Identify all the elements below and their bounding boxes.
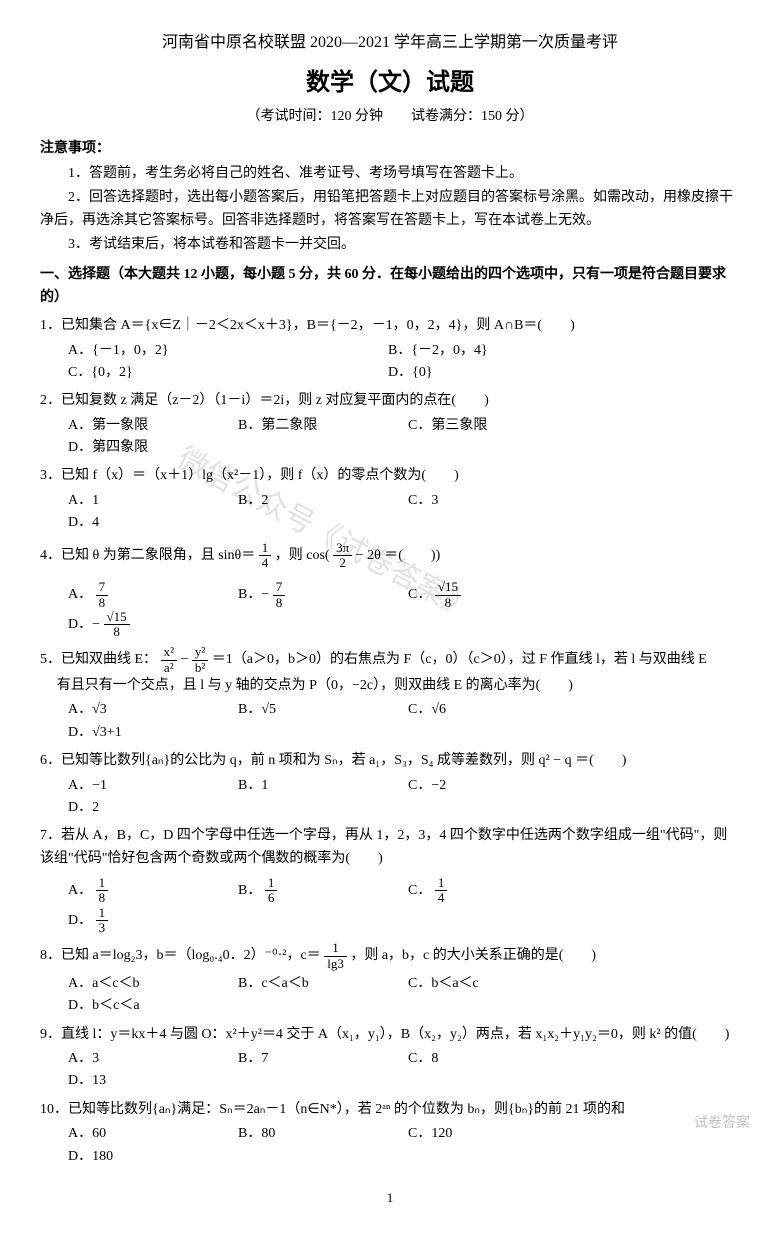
q1-stem: 1．已知集合 A＝{x∈Z｜－2＜2x＜x＋3}，B＝{－2，－1，0，2，4}… [40,315,740,337]
q2-opt-c: C．第三象限 [408,415,558,437]
question-7: 7．若从 A，B，C，D 四个字母中任选一个字母，再从 1，2，3，4 四个数字… [40,825,740,935]
q3-opt-b: B．2 [238,490,388,512]
q4-sin-frac: 14 [259,541,272,571]
q5-opt-c: C．√6 [408,699,558,721]
header-line1: 河南省中原名校联盟 2020—2021 学年高三上学期第一次质量考评 [40,30,740,56]
question-5: 5．已知双曲线 E： x²a² − y²b² ＝1（a＞0，b＞0）的右焦点为 … [40,645,740,744]
q9-opt-c: C．8 [408,1048,558,1070]
header-info: （考试时间：120 分钟 试卷满分：150 分） [40,106,740,128]
question-10: 10．已知等比数列{aₙ}满足：Sₙ＝2aₙ－1（n∈N*），若 2ᵃⁿ 的个位… [40,1099,740,1168]
notice-item: 1．答题前，考生务必将自己的姓名、准考证号、考场号填写在答题卡上。 [40,163,740,185]
q3-opt-c: C．3 [408,490,558,512]
q4-stem: 4．已知 θ 为第二象限角，且 sinθ＝ 14 ，则 cos( 3π2 − 2… [40,541,740,571]
q4-stem-mid2: − 2θ ＝( ) [356,548,436,563]
q1-opt-a: A．{－1，0，2} [68,340,368,362]
question-1: 1．已知集合 A＝{x∈Z｜－2＜2x＜x＋3}，B＝{－2，－1，0，2，4}… [40,315,740,384]
q7-stem: 7．若从 A，B，C，D 四个字母中任选一个字母，再从 1，2，3，4 四个数字… [40,825,740,870]
q4-stem-pre: 4．已知 θ 为第二象限角，且 sinθ＝ [40,548,255,563]
q7-opt-b: B． 16 [238,876,388,906]
q2-stem: 2．已知复数 z 满足（z－2）（1－i）＝2i，则 z 对应复平面内的点在( … [40,390,740,412]
q6-opt-a: A．−1 [68,775,218,797]
q10-opt-c: C．120 [408,1123,558,1145]
q4-opt-c: C． √158 [408,580,558,610]
q4-opt-a: A． 78 [68,580,218,610]
q2-opt-d: D．第四象限 [68,437,218,459]
notice-item: 2．回答选择题时，选出每小题答案后，用铅笔把答题卡上对应题目的答案标号涂黑。如需… [40,187,740,232]
q6-opt-b: B．1 [238,775,388,797]
q5-opt-d: D．√3+1 [68,722,218,744]
page-number: 1 [40,1188,740,1209]
section-heading: 一、选择题（本大题共 12 小题，每小题 5 分，共 60 分．在每小题给出的四… [40,264,740,309]
q4-stem-mid: ，则 cos [275,548,325,563]
q4-opt-d: D．− √158 [68,610,218,640]
q2-opt-b: B．第二象限 [238,415,388,437]
q10-opt-b: B．80 [238,1123,388,1145]
q5-opt-b: B．√5 [238,699,388,721]
q8-opt-a: A．a＜c＜b [68,973,218,995]
q8-opt-c: C．b＜a＜c [408,973,558,995]
q4-arg-frac: 3π2 [333,541,352,571]
q6-opt-c: C．−2 [408,775,558,797]
question-2: 2．已知复数 z 满足（z－2）（1－i）＝2i，则 z 对应复平面内的点在( … [40,390,740,459]
q6-opt-d: D．2 [68,797,218,819]
q1-opt-d: D．{0} [388,362,688,384]
q5-stem2: 有且只有一个交点，且 l 与 y 轴的交点为 P（0，−2c），则双曲线 E 的… [57,675,740,697]
q7-opt-a: A． 18 [68,876,218,906]
q10-opt-a: A．60 [68,1123,218,1145]
q10-stem: 10．已知等比数列{aₙ}满足：Sₙ＝2aₙ－1（n∈N*），若 2ᵃⁿ 的个位… [40,1099,740,1121]
question-4: 4．已知 θ 为第二象限角，且 sinθ＝ 14 ，则 cos( 3π2 − 2… [40,541,740,640]
q7-opt-d: D． 13 [68,906,218,936]
notice-label: 注意事项： [40,138,740,160]
q1-opt-b: B．{－2，0，4} [388,340,688,362]
question-9: 9．直线 l：y＝kx＋4 与圆 O：x²＋y²＝4 交于 A（x₁，y₁），B… [40,1024,740,1093]
q8-opt-b: B．c＜a＜b [238,973,388,995]
q3-opt-d: D．4 [68,512,218,534]
question-6: 6．已知等比数列{aₙ}的公比为 q，前 n 项和为 Sₙ，若 a₁，S₃，S₄… [40,750,740,819]
q5-stem: 5．已知双曲线 E： x²a² − y²b² ＝1（a＞0，b＞0）的右焦点为 … [40,645,740,675]
q3-opt-a: A．1 [68,490,218,512]
header-title: 数学（文）试题 [40,64,740,102]
q10-opt-d: D．180 [68,1146,218,1168]
q3-stem: 3．已知 f（x）＝（x＋1）lg（x²－1），则 f（x）的零点个数为( ) [40,465,740,487]
q6-stem: 6．已知等比数列{aₙ}的公比为 q，前 n 项和为 Sₙ，若 a₁，S₃，S₄… [40,750,740,772]
question-8: 8．已知 a＝log₂3，b＝（log₀.₄0．2）⁻⁰·²，c＝ 1lg3 ，… [40,941,740,1017]
q4-opt-b: B．− 78 [238,580,388,610]
q2-opt-a: A．第一象限 [68,415,218,437]
q9-opt-d: D．13 [68,1070,218,1092]
q9-stem: 9．直线 l：y＝kx＋4 与圆 O：x²＋y²＝4 交于 A（x₁，y₁），B… [40,1024,740,1046]
notice-item: 3．考试结束后，将本试卷和答题卡一并交回。 [40,234,740,256]
question-3: 3．已知 f（x）＝（x＋1）lg（x²－1），则 f（x）的零点个数为( ) … [40,465,740,534]
q7-opt-c: C． 14 [408,876,558,906]
q8-opt-d: D．b＜c＜a [68,995,218,1017]
q9-opt-b: B．7 [238,1048,388,1070]
q1-opt-c: C．{0，2} [68,362,368,384]
q8-stem: 8．已知 a＝log₂3，b＝（log₀.₄0．2）⁻⁰·²，c＝ 1lg3 ，… [40,941,740,971]
q9-opt-a: A．3 [68,1048,218,1070]
q5-opt-a: A．√3 [68,699,218,721]
